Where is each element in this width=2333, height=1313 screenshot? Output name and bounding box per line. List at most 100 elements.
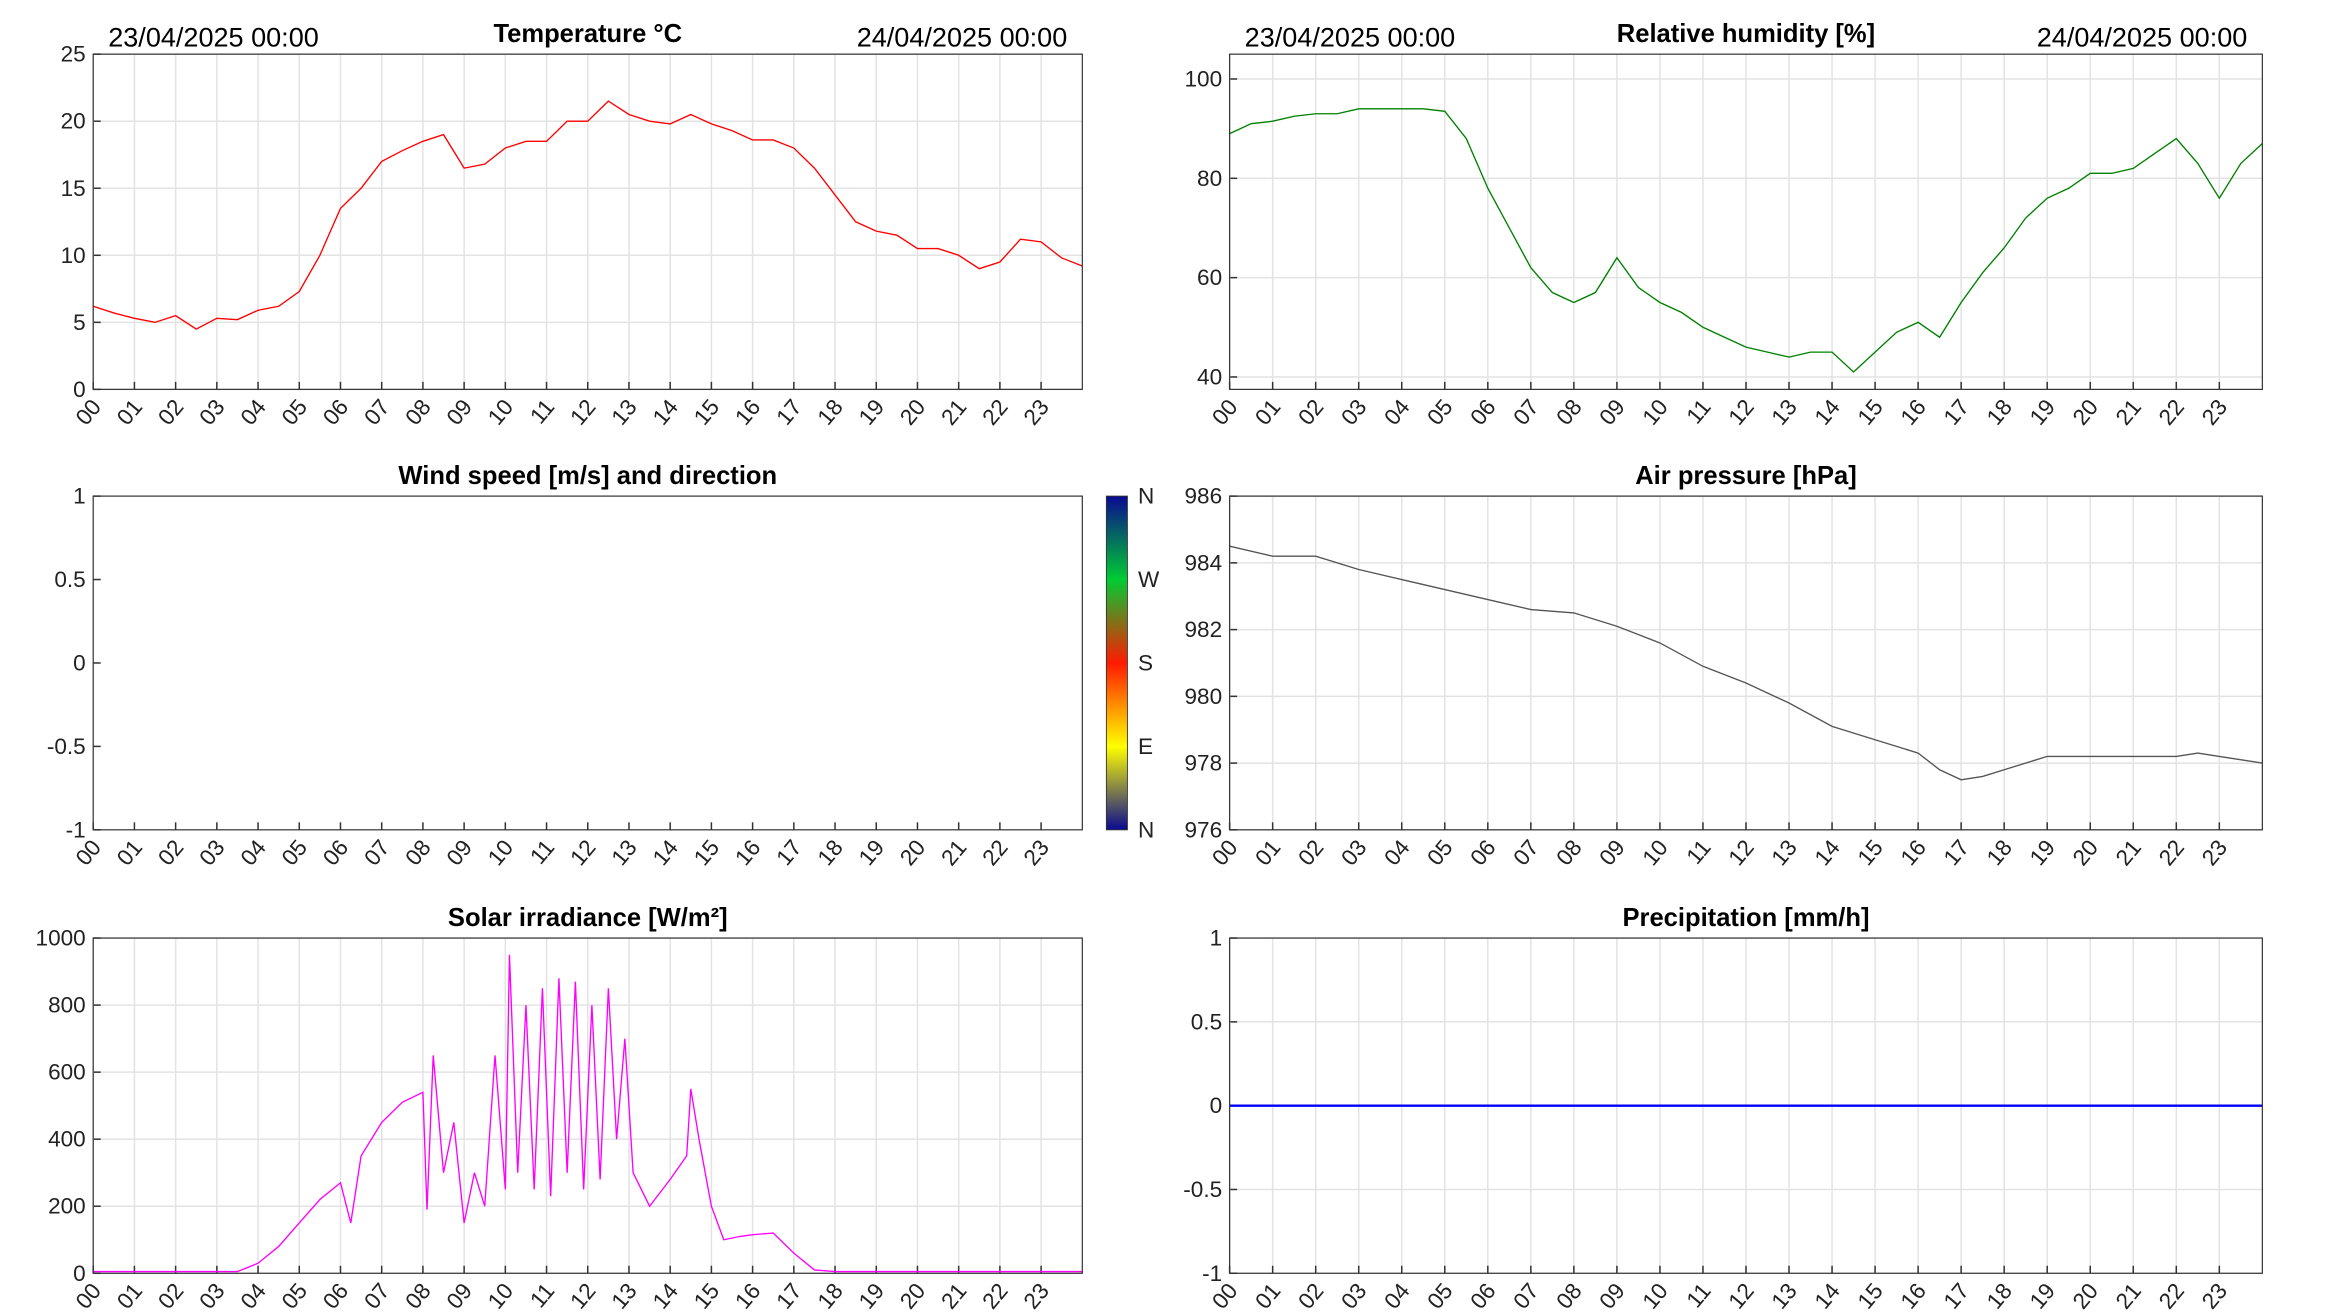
- axes-box: [92, 937, 1083, 1274]
- colorbar-label: E: [1138, 734, 1153, 759]
- x-tick-label: 09: [1594, 835, 1629, 870]
- x-tick-label: 13: [607, 835, 642, 870]
- y-tick-label: 0: [73, 650, 86, 675]
- y-tick-label: 15: [61, 176, 86, 201]
- start-date: 23/04/2025 00:00: [1245, 23, 1456, 53]
- x-tick-label: 07: [359, 395, 394, 430]
- x-tick-label: 10: [483, 1278, 518, 1313]
- x-tick-label: 23: [1019, 1278, 1054, 1313]
- x-tick-label: 18: [813, 395, 848, 430]
- x-tick-label: 12: [1724, 395, 1759, 430]
- x-tick-label: 15: [1853, 835, 1888, 870]
- y-tick-label: 0.5: [1191, 1009, 1222, 1034]
- chart-title: Wind speed [m/s] and direction: [398, 462, 777, 490]
- x-tick-label: 23: [1019, 835, 1054, 870]
- x-tick-label: 01: [1250, 835, 1285, 870]
- x-tick-label: 19: [2025, 835, 2060, 870]
- x-tick-label: 08: [400, 395, 435, 430]
- x-tick-label: 03: [1336, 1278, 1371, 1313]
- x-tick-label: 01: [112, 395, 147, 430]
- x-tick-label: 14: [1810, 835, 1845, 870]
- x-tick-label: 18: [1982, 1278, 2017, 1313]
- axes-box: [92, 495, 1083, 831]
- x-tick-label: 10: [1638, 835, 1673, 870]
- x-tick-label: 10: [1638, 395, 1673, 430]
- x-tick-label: 05: [1422, 835, 1457, 870]
- x-tick-label: 13: [607, 1278, 642, 1313]
- x-tick-label: 04: [236, 835, 271, 870]
- y-tick-label: 0: [73, 1261, 86, 1286]
- chart-title: Air pressure [hPa]: [1635, 462, 1856, 490]
- y-tick-label: 25: [61, 42, 86, 67]
- x-tick-label: 08: [1551, 835, 1586, 870]
- y-tick-label: 986: [1185, 484, 1223, 509]
- x-tick-label: 19: [854, 835, 889, 870]
- data-line: [92, 100, 1083, 330]
- x-tick-label: 08: [400, 835, 435, 870]
- x-tick-label: 10: [1638, 1278, 1673, 1313]
- x-tick-label: 04: [1379, 395, 1414, 430]
- x-tick-label: 18: [813, 1278, 848, 1313]
- colorbar-label: N: [1138, 484, 1154, 509]
- x-tick-label: 19: [854, 1278, 889, 1313]
- x-tick-label: 16: [730, 395, 765, 430]
- y-tick-label: 976: [1185, 817, 1223, 842]
- x-tick-label: 02: [153, 1278, 188, 1313]
- x-tick-label: 06: [318, 835, 353, 870]
- y-tick-label: 10: [61, 243, 86, 268]
- x-tick-label: 02: [153, 395, 188, 430]
- x-tick-label: 14: [648, 835, 683, 870]
- x-tick-label: 15: [689, 1278, 724, 1313]
- x-tick-label: 17: [1939, 835, 1974, 870]
- x-tick-label: 07: [359, 1278, 394, 1313]
- y-tick-label: 1000: [36, 926, 86, 951]
- data-line: [93, 954, 1083, 1273]
- x-tick-label: 05: [1422, 1278, 1457, 1313]
- chart-title: Solar irradiance [W/m²]: [448, 904, 728, 932]
- x-tick-label: 15: [1853, 1278, 1888, 1313]
- y-tick-label: 60: [1197, 265, 1222, 290]
- x-tick-label: 05: [1422, 395, 1457, 430]
- x-tick-label: 03: [1336, 395, 1371, 430]
- x-tick-label: 06: [318, 395, 353, 430]
- x-tick-label: 20: [2068, 1278, 2103, 1313]
- x-tick-label: 22: [977, 395, 1012, 430]
- x-tick-label: 06: [1465, 1278, 1500, 1313]
- x-tick-label: 16: [1896, 835, 1931, 870]
- end-date: 24/04/2025 00:00: [2037, 23, 2248, 53]
- x-tick-label: 00: [1207, 395, 1242, 430]
- x-tick-label: 07: [359, 835, 394, 870]
- chart-title: Relative humidity [%]: [1617, 20, 1875, 48]
- x-tick-label: 01: [1250, 1278, 1285, 1313]
- y-tick-label: 200: [48, 1194, 86, 1219]
- chart-title: Temperature °C: [493, 20, 682, 48]
- x-tick-label: 07: [1508, 395, 1543, 430]
- x-tick-label: 15: [1853, 395, 1888, 430]
- y-tick-label: 0.5: [54, 567, 85, 592]
- x-tick-label: 13: [1767, 1278, 1802, 1313]
- x-tick-label: 06: [318, 1278, 353, 1313]
- x-tick-label: 21: [936, 1278, 971, 1313]
- x-tick-label: 13: [1767, 835, 1802, 870]
- x-tick-label: 21: [936, 395, 971, 430]
- x-tick-label: 09: [442, 835, 477, 870]
- x-tick-label: 02: [1293, 395, 1328, 430]
- x-tick-label: 22: [2154, 395, 2189, 430]
- colorbar-label: W: [1138, 567, 1160, 592]
- x-tick-label: 17: [1939, 1278, 1974, 1313]
- x-tick-label: 05: [277, 835, 312, 870]
- y-tick-label: 5: [73, 310, 86, 335]
- y-tick-label: -1: [66, 817, 86, 842]
- x-tick-label: 01: [112, 1278, 147, 1313]
- y-tick-label: 600: [48, 1060, 86, 1085]
- x-tick-label: 08: [1551, 1278, 1586, 1313]
- x-tick-label: 10: [483, 395, 518, 430]
- x-tick-label: 02: [1293, 1278, 1328, 1313]
- x-tick-label: 19: [2025, 395, 2060, 430]
- y-tick-label: 984: [1185, 550, 1223, 575]
- x-tick-label: 03: [1336, 835, 1371, 870]
- y-tick-label: 980: [1185, 684, 1223, 709]
